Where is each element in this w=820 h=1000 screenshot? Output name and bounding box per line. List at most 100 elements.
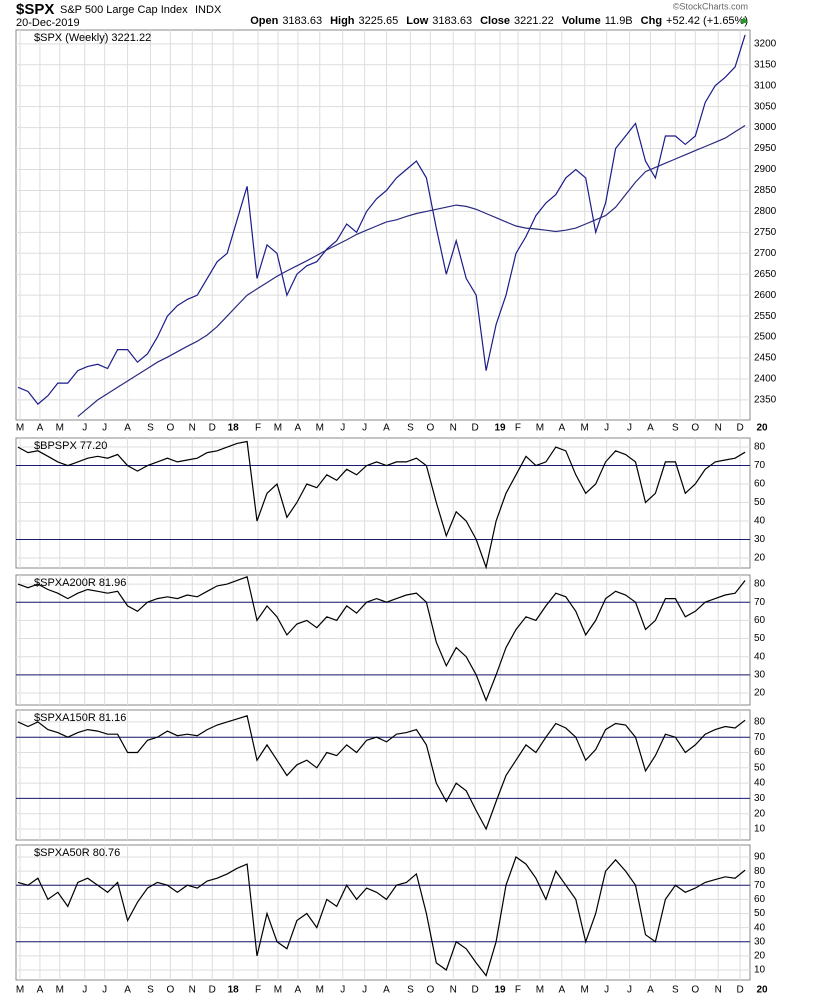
x-tick-label: 18 <box>228 985 240 996</box>
x-tick-label: A <box>295 423 302 434</box>
security-name: S&P 500 Large Cap Index <box>60 4 188 16</box>
x-tick-label: 20 <box>756 985 768 996</box>
x-tick-label: M <box>56 423 64 434</box>
panel-legend: $SPXA150R 81.16 <box>34 712 126 724</box>
y-tick-label: 80 <box>754 442 766 453</box>
x-tick-label: 19 <box>495 985 507 996</box>
panel-frame <box>15 574 751 706</box>
x-tick-label: M <box>536 423 544 434</box>
x-tick-label: O <box>166 423 174 434</box>
y-tick-label: 2450 <box>754 353 777 364</box>
y-tick-label: 30 <box>754 793 766 804</box>
panel-frame <box>15 29 751 421</box>
x-tick-label: J <box>82 423 87 434</box>
y-tick-label: 20 <box>754 808 766 819</box>
y-tick-label: 60 <box>754 479 766 490</box>
quote-value: 3225.65 <box>359 15 399 27</box>
x-tick-label: N <box>189 423 196 434</box>
x-tick-label: D <box>736 985 743 996</box>
y-tick-label: 50 <box>754 497 766 508</box>
quote-value: +52.42 (+1.65%) <box>666 15 748 27</box>
x-tick-label: F <box>515 423 521 434</box>
panel-legend: $SPX (Weekly) 3221.22 <box>34 32 151 44</box>
x-tick-label: A <box>124 423 131 434</box>
y-tick-label: 2700 <box>754 248 777 259</box>
series-line <box>17 34 746 405</box>
y-tick-label: 40 <box>754 922 766 933</box>
y-tick-label: 70 <box>754 880 766 891</box>
x-tick-label: A <box>37 985 44 996</box>
series-line <box>77 124 746 418</box>
x-tick-label: F <box>255 985 261 996</box>
x-tick-label: S <box>147 985 154 996</box>
copyright: ©StockCharts.com <box>673 1 748 11</box>
x-tick-label: A <box>558 985 565 996</box>
panel-legend: $SPXA50R 80.76 <box>34 847 120 859</box>
y-tick-label: 30 <box>754 936 766 947</box>
y-tick-label: 40 <box>754 516 766 527</box>
series-line <box>17 715 746 831</box>
x-tick-label: A <box>383 985 390 996</box>
x-tick-label: M <box>274 985 282 996</box>
x-tick-label: M <box>581 423 589 434</box>
x-tick-label: F <box>255 423 261 434</box>
x-tick-label: 20 <box>756 423 768 434</box>
quote-label: Close <box>480 15 510 27</box>
x-tick-label: J <box>362 985 367 996</box>
exchange: INDX <box>195 4 222 16</box>
x-tick-label: S <box>672 423 679 434</box>
y-tick-label: 80 <box>754 866 766 877</box>
x-tick-label: N <box>715 985 722 996</box>
x-tick-label: D <box>209 985 216 996</box>
x-tick-label: O <box>691 423 699 434</box>
y-tick-label: 30 <box>754 670 766 681</box>
x-tick-label: D <box>472 423 479 434</box>
series-line <box>17 856 746 977</box>
y-tick-label: 2500 <box>754 332 777 343</box>
x-tick-label: J <box>604 423 609 434</box>
y-tick-label: 60 <box>754 615 766 626</box>
quote-label: Open <box>250 15 278 27</box>
y-tick-label: 3150 <box>754 59 777 70</box>
x-tick-label: M <box>581 985 589 996</box>
y-tick-label: 2600 <box>754 290 777 301</box>
y-tick-label: 30 <box>754 534 766 545</box>
x-tick-label: M <box>274 423 282 434</box>
x-tick-label: O <box>426 985 434 996</box>
y-tick-label: 3000 <box>754 122 777 133</box>
x-tick-label: D <box>736 423 743 434</box>
x-tick-label: N <box>715 423 722 434</box>
quote-value: 3221.22 <box>514 15 554 27</box>
symbol: $SPX <box>16 1 54 18</box>
y-tick-label: 2350 <box>754 395 777 406</box>
date: 20-Dec-2019 <box>16 17 80 29</box>
panel-legend: $BPSPX 77.20 <box>34 440 107 452</box>
quote-label: Low <box>406 15 428 27</box>
x-tick-label: A <box>558 423 565 434</box>
y-tick-label: 3050 <box>754 101 777 112</box>
y-tick-label: 3200 <box>754 38 777 49</box>
panel-frame <box>15 709 751 841</box>
series-line <box>17 440 746 570</box>
y-tick-label: 20 <box>754 553 766 564</box>
x-tick-label: A <box>124 985 131 996</box>
x-tick-label: D <box>472 985 479 996</box>
x-tick-label: O <box>691 985 699 996</box>
x-tick-label: A <box>295 985 302 996</box>
x-tick-label: S <box>672 985 679 996</box>
x-tick-label: J <box>362 423 367 434</box>
y-tick-label: 3100 <box>754 80 777 91</box>
x-tick-label: M <box>316 423 324 434</box>
quote-value: 11.9B <box>605 15 633 27</box>
y-tick-label: 2400 <box>754 374 777 385</box>
y-tick-label: 2850 <box>754 185 777 196</box>
y-tick-label: 20 <box>754 950 766 961</box>
x-tick-label: N <box>189 985 196 996</box>
y-tick-label: 50 <box>754 908 766 919</box>
x-tick-label: J <box>604 985 609 996</box>
y-tick-label: 10 <box>754 824 766 835</box>
y-tick-label: 40 <box>754 651 766 662</box>
x-tick-label: 18 <box>228 423 240 434</box>
y-tick-label: 80 <box>754 717 766 728</box>
